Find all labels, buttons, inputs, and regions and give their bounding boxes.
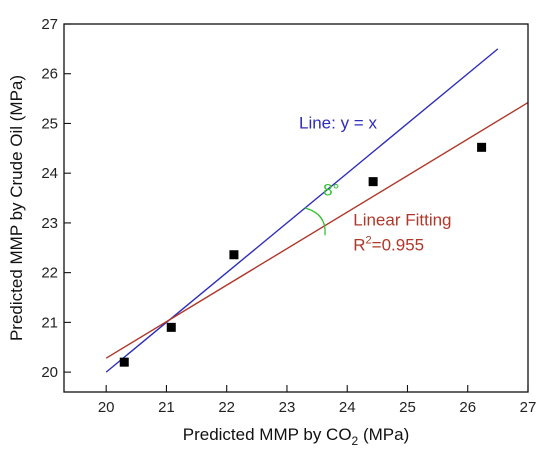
y-tick-label: 24 <box>41 165 58 182</box>
x-tick-label: 26 <box>459 399 476 416</box>
x-axis-title: Predicted MMP by CO2 (MPa) <box>183 425 409 448</box>
tick-group: 20 21 22 23 24 25 26 27 20 21 22 23 24 25 26 27 <box>41 16 536 416</box>
x-tick-label: 24 <box>339 399 356 416</box>
y-tick-label: 22 <box>41 265 58 282</box>
data-point <box>119 357 129 367</box>
r2-prefix: R <box>353 235 365 254</box>
plot-frame <box>63 23 529 393</box>
x-tick-label: 25 <box>399 399 416 416</box>
y-tick-label: 20 <box>41 364 58 381</box>
y-tick-label: 23 <box>41 215 58 232</box>
data-point <box>229 250 239 260</box>
series-lines <box>105 48 529 373</box>
angle-arc <box>304 207 326 236</box>
data-point <box>166 322 176 332</box>
y-tick-label: 21 <box>41 314 58 331</box>
y-axis-title: Predicted MMP by Crude Oil (MPa) <box>7 75 26 341</box>
data-point <box>368 177 378 187</box>
x-axis-title-subscript: 2 <box>352 434 359 448</box>
x-tick-label: 21 <box>158 399 175 416</box>
y-tick-label: 27 <box>41 16 58 33</box>
x-axis-title-main: Predicted MMP by CO <box>183 425 352 444</box>
x-tick-label: 22 <box>218 399 235 416</box>
x-tick-label: 20 <box>98 399 115 416</box>
data-point <box>477 142 487 152</box>
fit-line <box>105 101 529 359</box>
x-tick-label: 27 <box>520 399 537 416</box>
y-tick-label: 26 <box>41 66 58 83</box>
angle-label: 8° <box>323 181 339 200</box>
annotation-group: Line: y = x Linear Fitting R2=0.955 8° <box>299 113 452 254</box>
identity-line-label: Line: y = x <box>299 113 377 132</box>
r2-value: =0.955 <box>372 235 424 254</box>
fit-line-label: Linear Fitting <box>353 210 451 229</box>
r2-superscript: 2 <box>366 234 372 246</box>
data-points <box>119 142 487 367</box>
x-tick-label: 23 <box>279 399 296 416</box>
x-axis-title-unit: (MPa) <box>358 425 409 444</box>
r-squared-label: R2=0.955 <box>353 234 424 254</box>
y-tick-label: 25 <box>41 115 58 132</box>
